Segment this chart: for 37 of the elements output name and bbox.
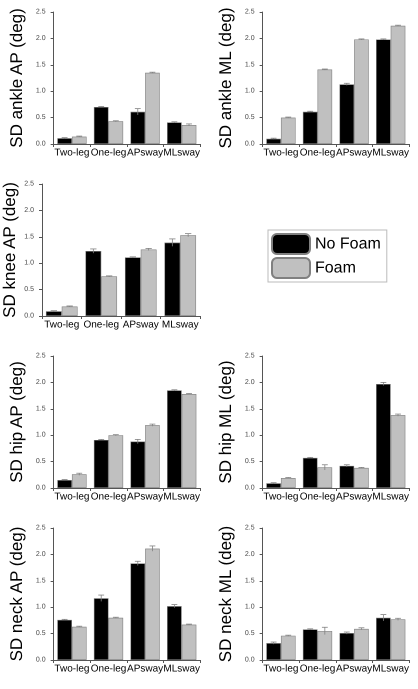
x-tick-label: One-leg [90,148,126,158]
x-tick-label: Two-leg [263,148,298,158]
y-axis-title: SD ankle ML (deg) [216,7,235,149]
x-tick-label: APsway [122,320,159,330]
x-tick-label: APsway [127,492,164,502]
x-tick-label: Two-leg [44,320,80,330]
y-axis-title: SD neck ML (deg) [216,526,235,662]
x-tick-label: APsway [127,148,164,158]
x-tick-label: APsway [336,664,372,674]
x-tick-label: MLsway [163,492,200,502]
y-axis-title: SD knee AP (deg) [0,182,19,318]
x-tick-label: One-leg [90,492,126,502]
y-axis-title: SD ankle AP (deg) [7,8,26,148]
x-tick-label: One-leg [300,492,336,502]
x-tick-label: One-leg [300,148,336,158]
legend-label: No Foam [315,236,381,252]
y-axis-title: SD hip AP (deg) [7,361,26,483]
legend-label: Foam [315,260,356,276]
y-axis-title: SD neck AP (deg) [7,526,26,662]
x-tick-label: MLsway [163,148,200,158]
x-tick-label: MLsway [372,492,410,502]
x-tick-label: MLsway [163,664,200,674]
x-tick-label: Two-leg [263,492,298,502]
x-tick-label: APsway [336,148,372,158]
x-tick-label: Two-leg [54,148,90,158]
y-axis-title: SD hip ML (deg) [216,360,235,484]
x-tick-label: MLsway [372,664,410,674]
x-tick-label: One-leg [90,664,126,674]
x-tick-label: MLsway [372,148,410,158]
x-tick-label: APsway [127,664,164,674]
x-tick-label: Two-leg [263,664,298,674]
x-tick-label: Two-leg [54,492,90,502]
x-tick-label: APsway [336,492,372,502]
x-tick-label: Two-leg [54,664,90,674]
x-tick-label: One-leg [300,664,336,674]
x-tick-label: One-leg [83,320,120,330]
x-tick-label: MLsway [162,320,199,330]
